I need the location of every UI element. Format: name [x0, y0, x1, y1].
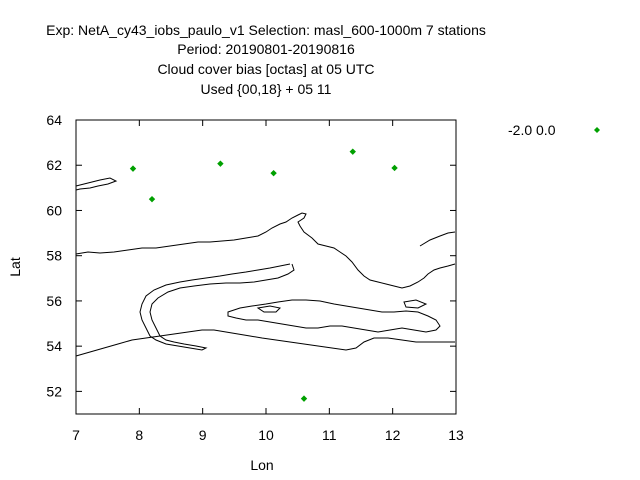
x-tick-label: 13	[448, 427, 464, 443]
data-point	[270, 169, 277, 177]
chart-title-line-3: Cloud cover bias [octas] at 05 UTC	[157, 61, 374, 77]
legend-label: -2.0 0.0	[508, 122, 556, 138]
y-tick-label: 56	[46, 293, 62, 309]
chart-title-line-1: Exp: NetA_cy43_iobs_paulo_v1 Selection: …	[46, 22, 486, 38]
chart-title-line-4: Used {00,18} + 05 11	[201, 81, 332, 97]
chart-title-line-2: Period: 20190801-20190816	[177, 41, 355, 57]
y-axis-label: Lat	[7, 257, 23, 277]
coastline-jutland	[139, 263, 295, 351]
x-tick-label: 10	[258, 427, 274, 443]
y-tick-label: 58	[46, 248, 62, 264]
data-series	[129, 148, 398, 402]
data-point	[129, 165, 137, 172]
y-tick-label: 52	[46, 383, 62, 399]
data-point	[391, 164, 398, 172]
legend-marker	[594, 127, 600, 133]
y-tick-label: 62	[46, 157, 62, 173]
plot-frame	[75, 119, 457, 415]
data-point	[349, 148, 356, 155]
x-axis-label: Lon	[250, 457, 273, 473]
coastline-norway-west	[75, 177, 118, 191]
data-point	[217, 160, 224, 167]
x-tick-label: 7	[72, 427, 80, 443]
x-tick-label: 9	[199, 427, 207, 443]
y-tick-label: 60	[46, 202, 62, 218]
coastline-map	[75, 177, 456, 357]
x-tick-label: 12	[385, 427, 401, 443]
x-tick-label: 11	[322, 427, 337, 443]
y-axis: 52 54 56 58 60 62 64	[46, 112, 456, 399]
coastline-danish-islands	[227, 299, 441, 333]
legend: -2.0 0.0	[508, 122, 600, 138]
x-axis: 7 8 9 10 11 12 13	[72, 120, 464, 443]
coastline-sweden-east	[419, 231, 456, 247]
coastline-island-small-2	[403, 299, 428, 309]
x-tick-label: 8	[135, 427, 143, 443]
data-point	[148, 195, 156, 203]
coastline-scandinavia-south	[75, 212, 456, 289]
y-tick-label: 54	[46, 338, 62, 354]
coastline-germany-north	[75, 329, 455, 357]
y-tick-label: 64	[46, 112, 62, 128]
coastline-island-small	[256, 305, 282, 313]
data-point	[300, 395, 308, 402]
